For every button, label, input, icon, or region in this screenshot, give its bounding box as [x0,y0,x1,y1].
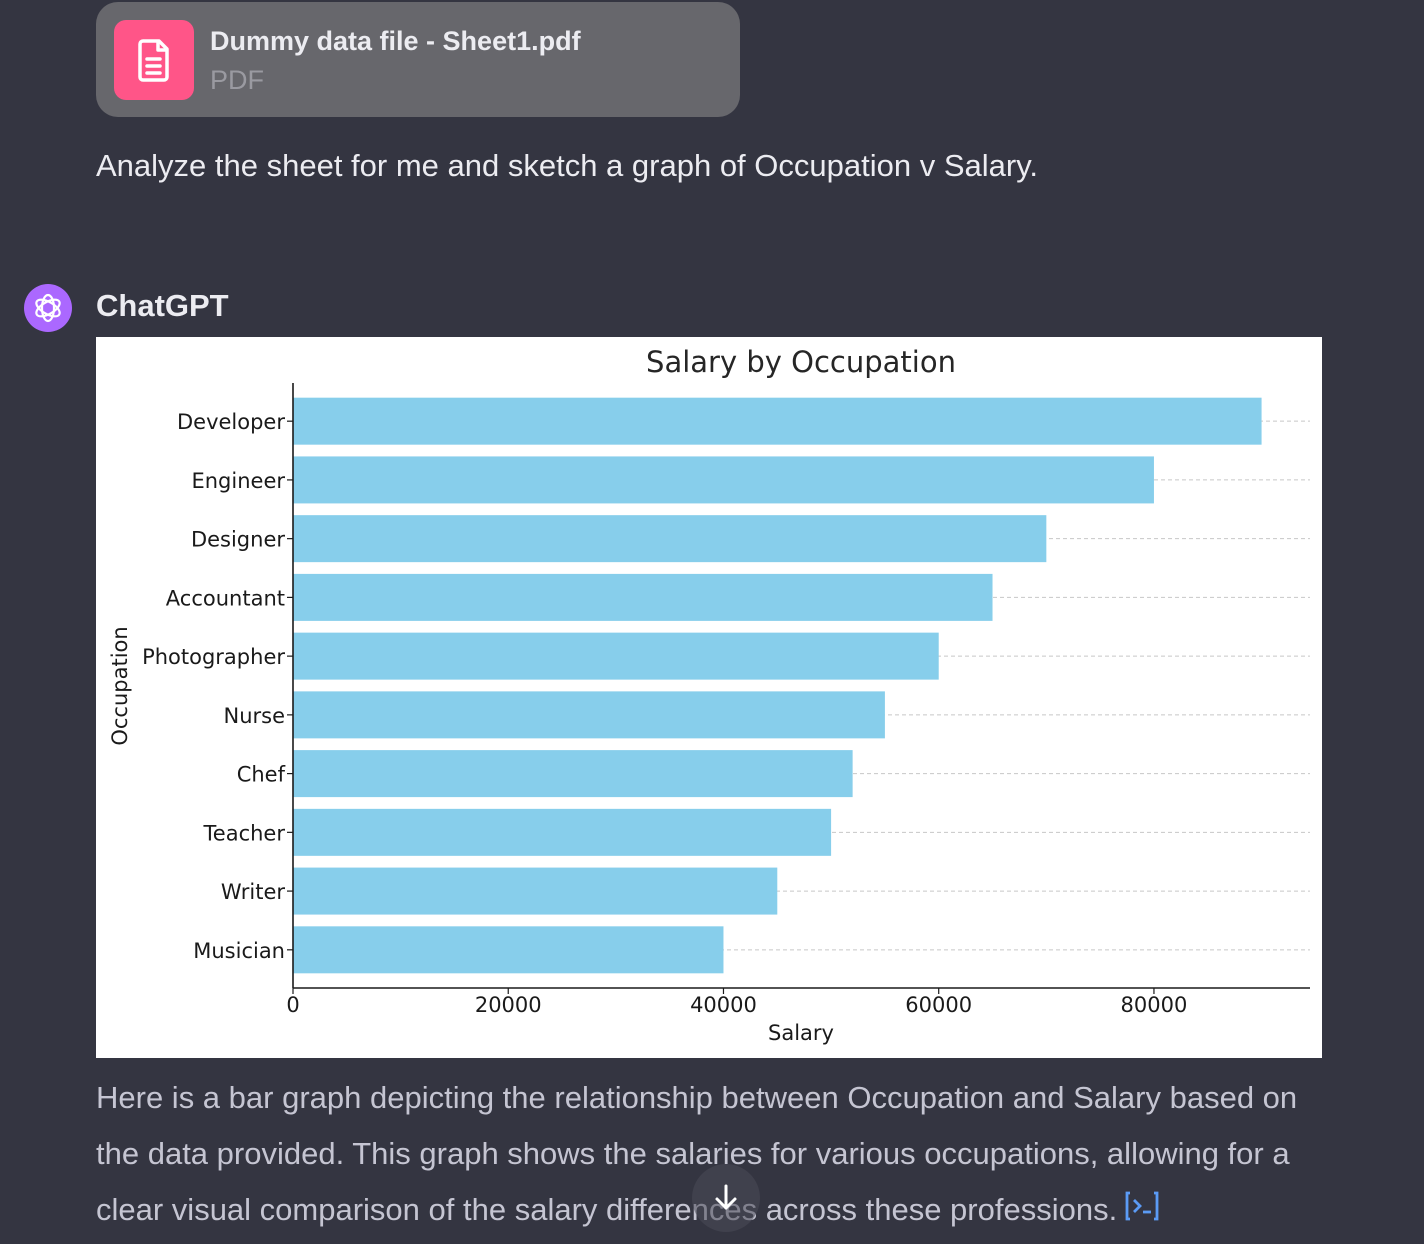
bar [293,397,1262,445]
x-tick-label: 80000 [1121,993,1188,1017]
y-tick-label: Chef [237,763,286,787]
y-tick-label: Writer [221,880,285,904]
attachment-card[interactable]: Dummy data file - Sheet1.pdf PDF [96,2,740,117]
assistant-response-text: Here is a bar graph depicting the relati… [96,1080,1298,1227]
x-tick-label: 40000 [690,993,757,1017]
bar [293,456,1154,504]
assistant-response: Here is a bar graph depicting the relati… [96,1070,1306,1240]
arrow-down-icon [715,1184,737,1210]
bar [293,926,724,974]
x-tick-label: 0 [286,993,299,1017]
y-tick-label: Engineer [191,469,285,493]
y-axis-label: Occupation [108,626,132,745]
attachment-file-type: PDF [210,65,264,95]
document-icon [114,20,194,100]
openai-logo-icon [35,293,61,323]
chart-svg: Salary by Occupation Developer Engineer De… [108,345,1310,1045]
bar [293,573,993,621]
assistant-name: ChatGPT [96,288,229,323]
chatgpt-avatar [24,284,72,332]
y-tick-label: Developer [177,410,285,434]
user-message: Analyze the sheet for me and sketch a gr… [96,148,1039,183]
bar [293,515,1047,563]
y-tick-label: Photographer [142,645,285,669]
x-tick-label: 20000 [475,993,542,1017]
bar [293,632,939,680]
y-tick-label: Accountant [166,586,285,610]
scroll-down-button[interactable] [692,1164,760,1232]
y-tick-label: Teacher [203,821,286,845]
y-tick-label: Designer [191,528,285,552]
x-tick-label: 60000 [905,993,972,1017]
y-tick-label: Nurse [223,704,285,728]
chart-title: Salary by Occupation [646,345,956,379]
bar [293,750,853,798]
y-tick-label: Musician [193,939,285,963]
attachment-file-name: Dummy data file - Sheet1.pdf [210,26,581,56]
x-axis-label: Salary [768,1021,834,1045]
salary-chart: Salary by Occupation Developer Engineer De… [96,337,1322,1058]
code-interpreter-icon[interactable] [1123,1184,1161,1240]
bar [293,808,832,856]
bar [293,867,778,915]
bar [293,691,885,739]
